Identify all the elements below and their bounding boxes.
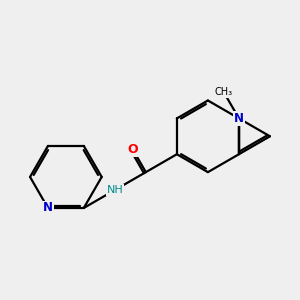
Text: N: N [43, 202, 53, 214]
Text: O: O [128, 143, 138, 156]
Text: N: N [234, 112, 244, 125]
Text: NH: NH [106, 185, 123, 195]
Text: CH₃: CH₃ [214, 87, 233, 97]
